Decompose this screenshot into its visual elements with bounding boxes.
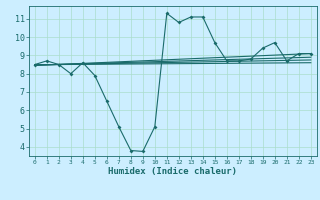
X-axis label: Humidex (Indice chaleur): Humidex (Indice chaleur) [108,167,237,176]
